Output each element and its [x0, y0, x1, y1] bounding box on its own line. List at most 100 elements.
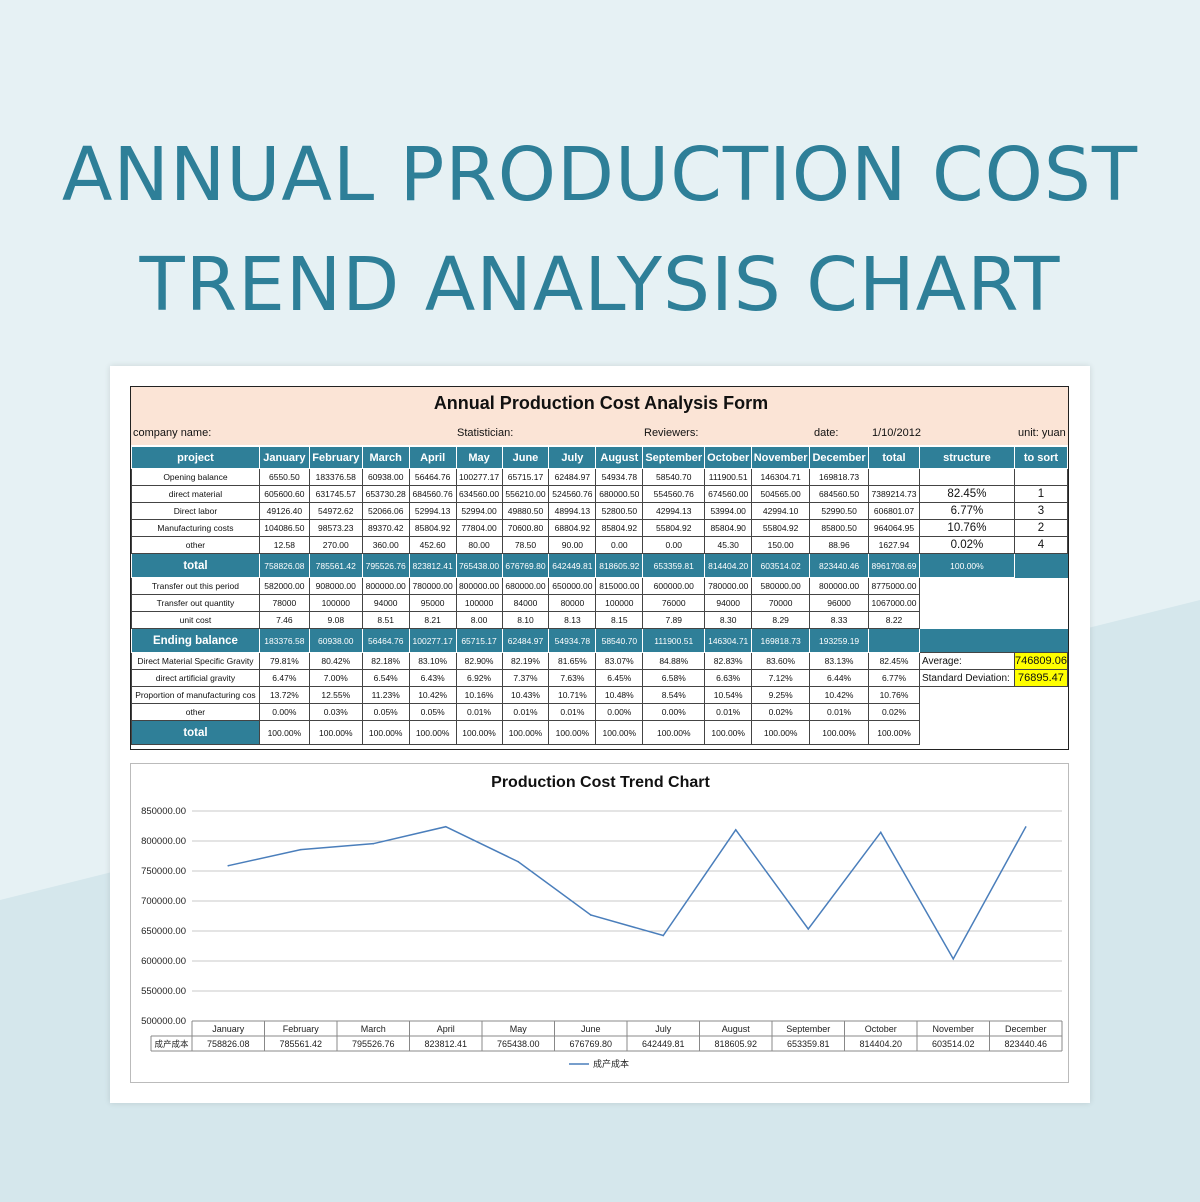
month-value: 800000.00 — [361, 577, 410, 595]
month-value: 146304.71 — [704, 628, 753, 653]
cost-row: other 12.58 270.00 360.00 452.60 80.00 78.50 90… — [131, 536, 1069, 554]
series-line — [228, 825, 1027, 961]
month-value: 100000 — [455, 594, 503, 612]
spreadsheet-card: Annual Production Cost Analysis Form com… — [110, 366, 1090, 1103]
row-label: Direct labor — [131, 502, 260, 520]
month-value: 150.00 — [751, 536, 811, 554]
date-label: date: — [814, 427, 839, 439]
month-value: 8.51 — [361, 611, 410, 629]
y-tick-label: 850000.00 — [141, 806, 186, 817]
month-value: 0.01% — [548, 703, 597, 721]
sort-value: 4 — [1013, 536, 1069, 554]
month-value: 70000 — [751, 594, 811, 612]
data-label: 814404.20 — [859, 1039, 902, 1049]
column-header: December — [809, 446, 870, 469]
month-value: 89370.42 — [361, 519, 410, 537]
sort-value: 2 — [1013, 519, 1069, 537]
x-tick-label: May — [510, 1024, 528, 1034]
month-value: 62484.97 — [548, 468, 597, 486]
empty-cell — [918, 594, 1015, 612]
month-value: 6.54% — [361, 669, 410, 687]
month-value: 785561.42 — [308, 553, 363, 578]
month-value: 100.00% — [408, 720, 457, 745]
month-value: 8.33 — [809, 611, 870, 629]
month-value: 100.00% — [809, 720, 870, 745]
month-value: 56464.76 — [361, 628, 410, 653]
month-value: 6.45% — [595, 669, 644, 687]
x-tick-label: December — [1005, 1024, 1047, 1034]
month-value: 0.00 — [642, 536, 706, 554]
empty-cell — [1014, 577, 1068, 595]
empty-cell — [1014, 594, 1068, 612]
y-tick-label: 500000.00 — [141, 1016, 186, 1027]
month-value: 52800.50 — [595, 502, 644, 520]
month-value: 8.21 — [408, 611, 457, 629]
x-tick-label: June — [581, 1024, 601, 1034]
reviewers-label: Reviewers: — [644, 427, 699, 439]
data-point — [299, 848, 302, 851]
month-value: 11.23% — [361, 686, 410, 704]
column-header: April — [408, 446, 457, 469]
month-value: 83.13% — [809, 652, 870, 670]
month-value: 79.81% — [258, 652, 310, 670]
month-value: 60938.00 — [361, 468, 410, 486]
month-value: 83.60% — [751, 652, 811, 670]
row-label: Transfer out this period — [131, 577, 260, 595]
month-value: 45.30 — [704, 536, 753, 554]
final-total-row: total 100.00% 100.00% 100.00% 100.00% 100.00%… — [131, 720, 1068, 745]
month-value: 85804.92 — [408, 519, 457, 537]
row-label: Ending balance — [131, 628, 260, 653]
month-value: 55804.92 — [642, 519, 706, 537]
row-label: Proportion of manufacturing cos — [131, 686, 260, 704]
empty-cell — [918, 686, 1015, 704]
month-value: 82.83% — [704, 652, 753, 670]
month-value: 54972.62 — [308, 502, 363, 520]
data-label: 795526.76 — [352, 1039, 395, 1049]
month-value: 7.63% — [548, 669, 597, 687]
month-value: 56464.76 — [408, 468, 457, 486]
form-title: Annual Production Cost Analysis Form — [433, 393, 769, 413]
data-label: 818605.92 — [714, 1039, 757, 1049]
row-total: 1067000.00 — [868, 594, 920, 612]
month-value: 684560.76 — [408, 485, 457, 503]
month-value: 0.05% — [361, 703, 410, 721]
month-value: 6550.50 — [258, 468, 310, 486]
month-value: 48994.13 — [548, 502, 597, 520]
stat-label: Average: — [918, 652, 1015, 670]
month-value: 83.10% — [408, 652, 457, 670]
stat-value: 76895.47 — [1013, 669, 1069, 687]
month-value: 0.01% — [809, 703, 870, 721]
hero-title-line1: ANNUAL PRODUCTION COST — [61, 132, 1139, 218]
month-value: 100277.17 — [455, 468, 503, 486]
month-value: 82.19% — [501, 652, 550, 670]
empty-cell — [918, 720, 1015, 745]
month-value: 78.50 — [501, 536, 550, 554]
cost-table: project January February March April May June J… — [131, 446, 1069, 745]
data-label: 758826.08 — [207, 1039, 250, 1049]
month-value: 49880.50 — [501, 502, 550, 520]
company-label: company name: — [133, 427, 212, 439]
month-value: 100.00% — [548, 720, 597, 745]
row-total: 0.02% — [868, 703, 920, 721]
month-value: 100000 — [308, 594, 363, 612]
month-value: 80000 — [548, 594, 597, 612]
month-value: 631745.57 — [308, 485, 363, 503]
structure-value: 82.45% — [918, 485, 1015, 503]
row-total: 964064.95 — [868, 519, 920, 537]
empty-cell — [1014, 553, 1068, 578]
month-value: 580000.00 — [751, 577, 811, 595]
month-value: 78000 — [258, 594, 310, 612]
month-value: 8.10 — [501, 611, 550, 629]
hero-title: ANNUAL PRODUCTION COST TREND ANALYSIS CH… — [0, 120, 1200, 340]
gravity-row: direct artificial gravity 6.47% 7.00% 6.54%… — [131, 669, 1069, 687]
month-value: 96000 — [809, 594, 870, 612]
empty-cell — [1014, 703, 1068, 721]
transfer-row: Transfer out quantity 78000 100000 94000 950… — [131, 594, 1068, 612]
month-value: 582000.00 — [258, 577, 310, 595]
month-value: 634560.00 — [455, 485, 503, 503]
month-value: 800000.00 — [809, 577, 870, 595]
month-value: 100.00% — [308, 720, 363, 745]
empty-cell — [1014, 686, 1068, 704]
month-value: 10.42% — [408, 686, 457, 704]
data-point — [807, 928, 810, 930]
